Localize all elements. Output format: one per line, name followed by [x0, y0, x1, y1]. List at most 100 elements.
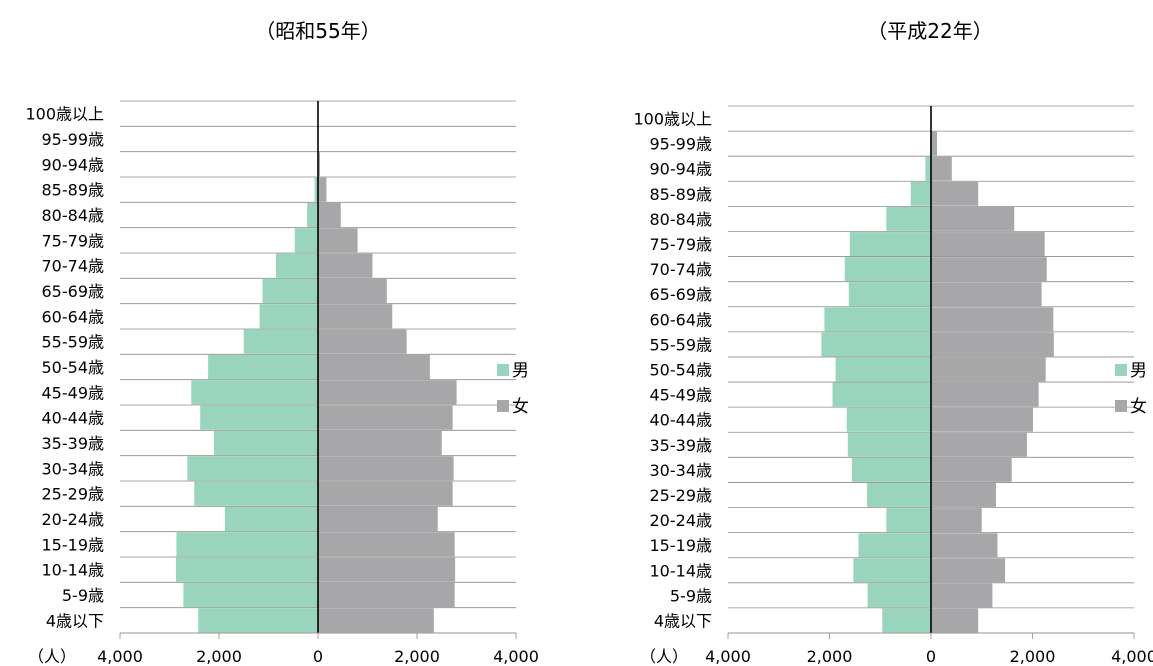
x-tick-label: 4,000 [97, 647, 143, 666]
bar-female [931, 382, 1039, 407]
bar-male [194, 481, 318, 506]
bar-male [183, 582, 318, 608]
category-label: 85-89歳 [650, 185, 713, 204]
category-label: 25-29歳 [650, 486, 713, 505]
bar-female [318, 354, 430, 380]
bar-female [931, 232, 1045, 256]
bar-male [314, 177, 318, 202]
bar-female [318, 405, 453, 430]
category-label: 60-64歳 [650, 310, 713, 329]
category-label: 100歳以上 [25, 105, 104, 124]
bar-female [318, 304, 393, 329]
category-label: 45-49歳 [42, 383, 105, 402]
bar-male [191, 380, 318, 405]
bar-female [931, 407, 1034, 432]
category-label: 70-74歳 [650, 260, 713, 279]
bar-male [224, 506, 318, 532]
category-label: 80-84歳 [42, 206, 105, 225]
category-label: 75-79歳 [650, 235, 713, 254]
unit-label: （人） [28, 647, 76, 666]
x-tick-label: 2,000 [196, 647, 242, 666]
category-label: 30-34歳 [650, 461, 713, 480]
category-label: 4歳以下 [46, 611, 104, 630]
category-label: 70-74歳 [42, 257, 105, 276]
bars [120, 101, 516, 634]
category-label: 50-54歳 [650, 361, 713, 380]
bar-male [886, 206, 931, 231]
bar-female [931, 307, 1054, 332]
category-label: 4歳以下 [654, 611, 712, 630]
pyramid-panel-2010: （平成22年） 100歳以上 95-99歳 90-94歳 85-89歳 80-84歳 75… [633, 19, 1153, 666]
bar-female [931, 583, 993, 608]
bar-male [262, 278, 318, 304]
category-label: 85-89歳 [42, 181, 105, 200]
category-label: 40-44歳 [42, 409, 105, 428]
bar-male [846, 407, 931, 432]
legend-swatch-male [497, 364, 509, 376]
bar-male [849, 232, 931, 256]
x-tick-label: 2,000 [394, 647, 440, 666]
bar-female [318, 177, 327, 202]
legend-swatch-female [497, 400, 509, 412]
x-tick-label: 4,000 [1111, 647, 1153, 666]
category-label: 90-94歳 [42, 155, 105, 174]
category-label: 35-39歳 [650, 436, 713, 455]
category-label: 65-69歳 [650, 285, 713, 304]
bar-male [214, 430, 318, 456]
bar-male [867, 583, 931, 608]
x-tick-label: 4,000 [705, 647, 751, 666]
bar-male [175, 557, 318, 582]
bar-male [851, 457, 931, 482]
bar-female [931, 432, 1027, 457]
bar-female [931, 483, 996, 507]
bar-male [882, 608, 931, 633]
category-label: 30-34歳 [42, 459, 105, 478]
category-label: 20-24歳 [650, 511, 713, 530]
category-labels: 100歳以上 95-99歳 90-94歳 85-89歳 80-84歳 75-79歳 70-7… [25, 105, 104, 631]
bar-female [931, 457, 1012, 482]
bar-male [858, 533, 931, 558]
x-tick-labels: 4,000 2,000 0 2,000 4,000 [97, 633, 539, 666]
category-label: 20-24歳 [42, 510, 105, 529]
bar-male [824, 307, 931, 332]
bar-male [925, 156, 931, 181]
category-label: 5-9歳 [62, 586, 104, 605]
x-tick-label: 4,000 [493, 647, 539, 666]
x-tick-label: 2,000 [1010, 647, 1056, 666]
bar-female [318, 278, 387, 304]
bar-female [318, 557, 456, 582]
bar-female [931, 608, 979, 633]
category-label: 65-69歳 [42, 282, 105, 301]
x-tick-label: 0 [313, 647, 323, 666]
legend-label-female: 女 [1130, 397, 1147, 417]
bar-male [198, 608, 318, 633]
bar-male [853, 558, 931, 583]
bar-female [931, 533, 998, 558]
bar-female [318, 506, 438, 532]
legend-label-male: 男 [1130, 361, 1147, 381]
category-label: 95-99歳 [42, 130, 105, 149]
category-label: 90-94歳 [650, 160, 713, 179]
bar-female [931, 181, 979, 206]
bar-female [318, 152, 320, 177]
category-label: 15-19歳 [42, 535, 105, 554]
category-label: 55-59歳 [650, 335, 713, 354]
bar-male [910, 181, 931, 206]
legend-label-female: 女 [512, 397, 529, 417]
x-tick-label: 2,000 [807, 647, 853, 666]
bar-female [318, 532, 455, 557]
category-label: 15-19歳 [650, 536, 713, 555]
category-label: 10-14歳 [42, 561, 105, 580]
bar-female [931, 131, 938, 156]
bar-male [187, 456, 318, 481]
bar-male [832, 382, 931, 407]
chart-title: （昭和55年） [255, 19, 380, 43]
bar-female [931, 257, 1047, 282]
bar-female [318, 228, 358, 253]
bar-male [176, 532, 318, 557]
category-label: 5-9歳 [670, 586, 712, 605]
bar-male [294, 228, 318, 253]
category-label: 100歳以上 [633, 110, 712, 129]
legend: 男 女 [1115, 361, 1147, 417]
